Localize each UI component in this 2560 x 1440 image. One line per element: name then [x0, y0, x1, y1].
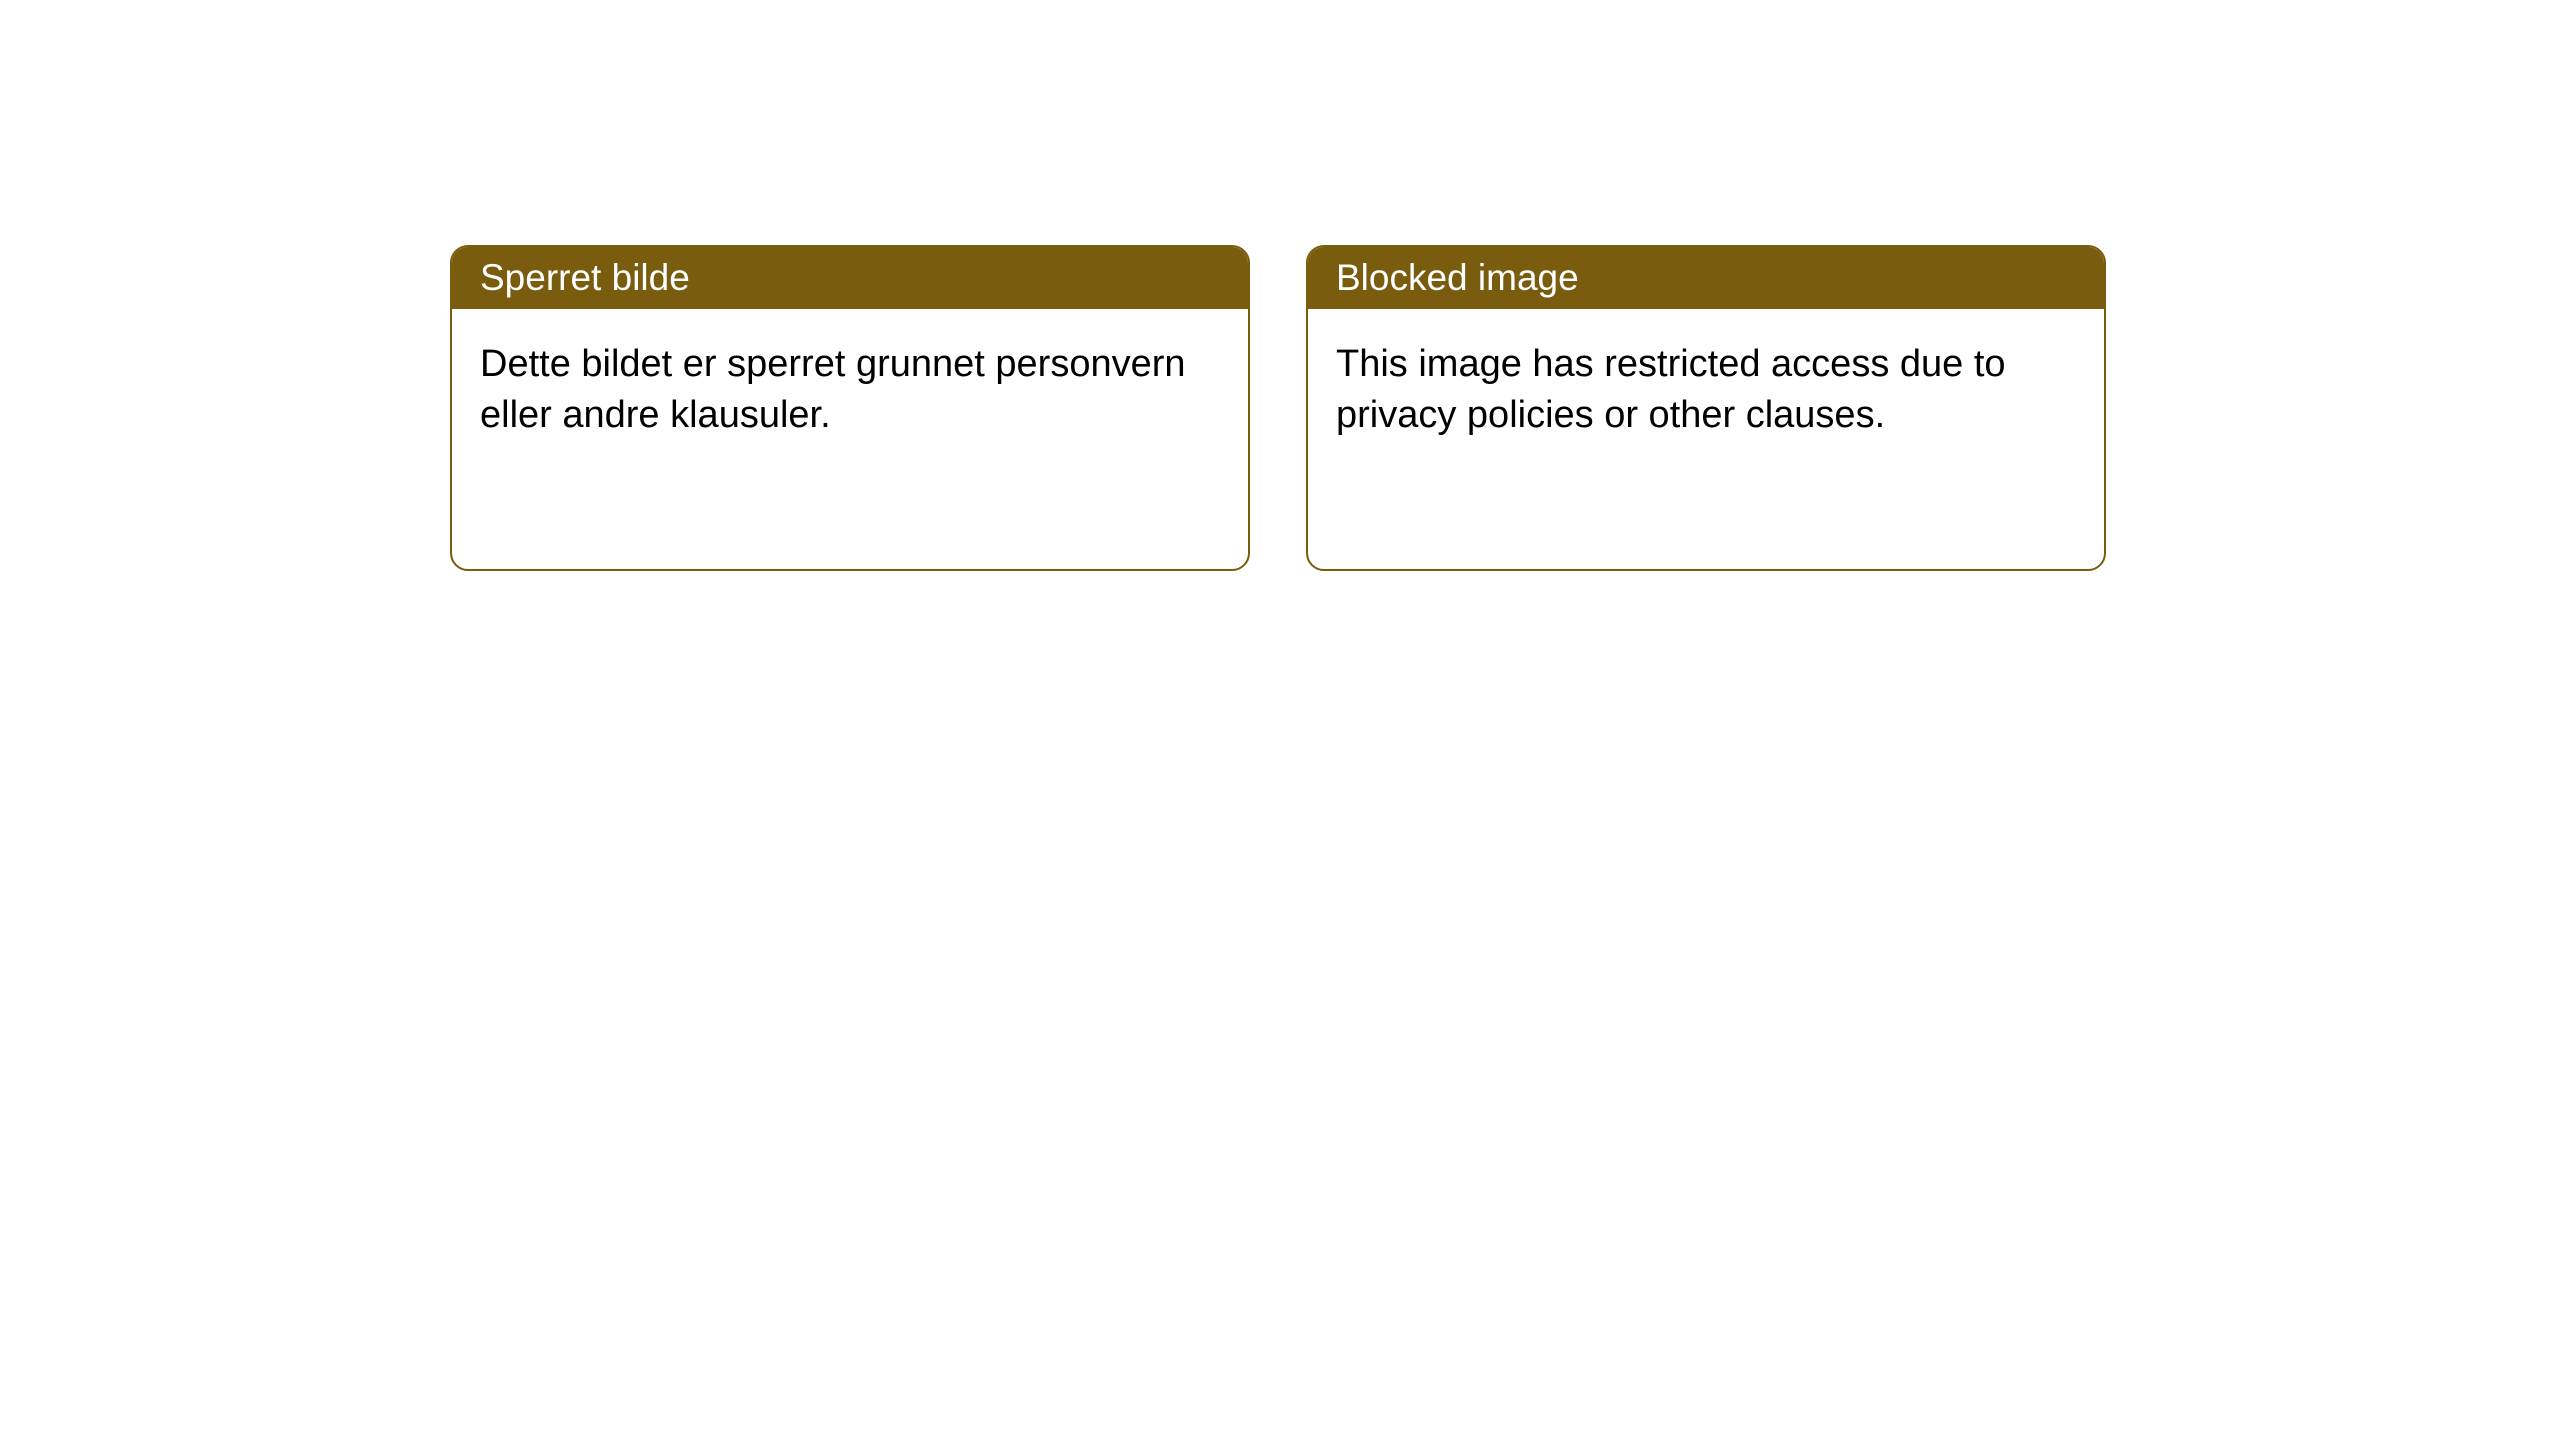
notice-body-norwegian: Dette bildet er sperret grunnet personve…	[452, 309, 1248, 569]
notice-text-norwegian: Dette bildet er sperret grunnet personve…	[480, 343, 1186, 436]
notice-header-norwegian: Sperret bilde	[452, 247, 1248, 309]
notice-box-norwegian: Sperret bilde Dette bildet er sperret gr…	[450, 245, 1250, 571]
notice-container: Sperret bilde Dette bildet er sperret gr…	[450, 245, 2106, 571]
notice-box-english: Blocked image This image has restricted …	[1306, 245, 2106, 571]
notice-title-norwegian: Sperret bilde	[480, 257, 690, 298]
notice-header-english: Blocked image	[1308, 247, 2104, 309]
notice-title-english: Blocked image	[1336, 257, 1579, 298]
notice-body-english: This image has restricted access due to …	[1308, 309, 2104, 569]
notice-text-english: This image has restricted access due to …	[1336, 343, 2006, 436]
